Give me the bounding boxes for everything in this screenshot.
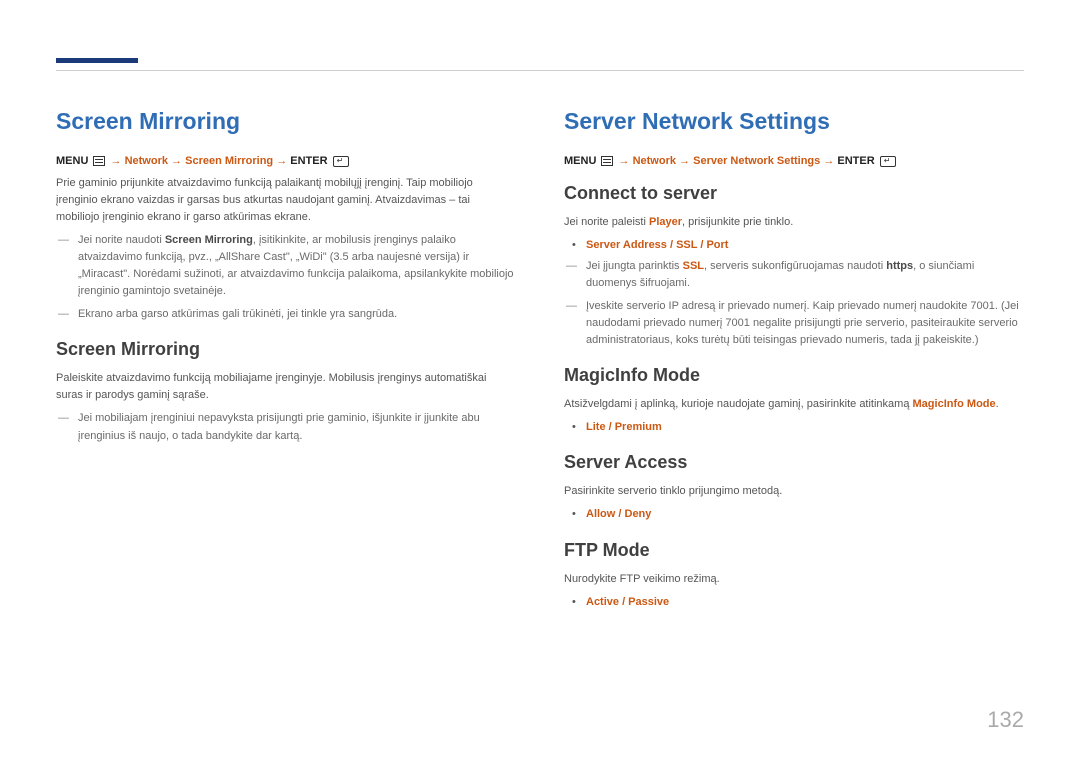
accent-bar bbox=[56, 58, 138, 63]
bullet-item: Server Address / SSL / Port bbox=[564, 237, 1024, 254]
page-number: 132 bbox=[987, 707, 1024, 733]
enter-icon bbox=[333, 156, 349, 167]
path-part: Screen Mirroring bbox=[185, 155, 273, 167]
intro-text: Prie gaminio prijunkite atvaizdavimo fun… bbox=[56, 175, 516, 226]
sub-body: Paleiskite atvaizdavimo funkciją mobilia… bbox=[56, 370, 516, 404]
path-part: Network bbox=[125, 155, 168, 167]
menu-label: MENU bbox=[56, 155, 88, 167]
section-body: Nurodykite FTP veikimo režimą. bbox=[564, 571, 1024, 588]
page-content: Screen Mirroring MENU → Network → Screen… bbox=[0, 0, 1080, 655]
enter-label: ENTER bbox=[837, 155, 874, 167]
sub-note: Jei mobiliajam įrenginiui nepavyksta pri… bbox=[56, 410, 516, 444]
menu-label: MENU bbox=[564, 155, 596, 167]
right-title: Server Network Settings bbox=[564, 108, 1024, 135]
enter-label: ENTER bbox=[290, 155, 327, 167]
arrow: → bbox=[679, 155, 693, 167]
note-1: Jei norite naudoti Screen Mirroring, įsi… bbox=[56, 232, 516, 300]
note-2: Ekrano arba garso atkūrimas gali trūkinė… bbox=[56, 306, 516, 323]
right-column: Server Network Settings MENU → Network →… bbox=[564, 56, 1024, 615]
left-column: Screen Mirroring MENU → Network → Screen… bbox=[56, 56, 516, 615]
section-heading: FTP Mode bbox=[564, 540, 1024, 561]
path-part: Server Network Settings bbox=[693, 155, 820, 167]
enter-icon bbox=[880, 156, 896, 167]
arrow: → bbox=[619, 155, 633, 167]
section-body: Atsižvelgdami į aplinką, kurioje naudoja… bbox=[564, 396, 1024, 413]
section-heading: Connect to server bbox=[564, 183, 1024, 204]
arrow: → bbox=[276, 155, 290, 167]
arrow: → bbox=[823, 155, 837, 167]
page-divider bbox=[56, 70, 1024, 71]
bullet-item: Lite / Premium bbox=[564, 419, 1024, 436]
arrow: → bbox=[111, 155, 125, 167]
section-heading: Server Access bbox=[564, 452, 1024, 473]
menu-icon bbox=[93, 156, 105, 166]
menu-icon bbox=[601, 156, 613, 166]
section-heading: MagicInfo Mode bbox=[564, 365, 1024, 386]
nav-path-right: MENU → Network → Server Network Settings… bbox=[564, 155, 1024, 167]
section-note-1: Jei įjungta parinktis SSL, serveris suko… bbox=[564, 258, 1024, 292]
nav-path-left: MENU → Network → Screen Mirroring → ENTE… bbox=[56, 155, 516, 167]
left-subtitle: Screen Mirroring bbox=[56, 339, 516, 360]
arrow: → bbox=[171, 155, 185, 167]
bullet-item: Active / Passive bbox=[564, 594, 1024, 611]
section-note-2: Įveskite serverio IP adresą ir prievado … bbox=[564, 298, 1024, 349]
bullet-item: Allow / Deny bbox=[564, 506, 1024, 523]
section-body: Pasirinkite serverio tinklo prijungimo m… bbox=[564, 483, 1024, 500]
section-body: Jei norite paleisti Player, prisijunkite… bbox=[564, 214, 1024, 231]
path-part: Network bbox=[633, 155, 676, 167]
left-title: Screen Mirroring bbox=[56, 108, 516, 135]
